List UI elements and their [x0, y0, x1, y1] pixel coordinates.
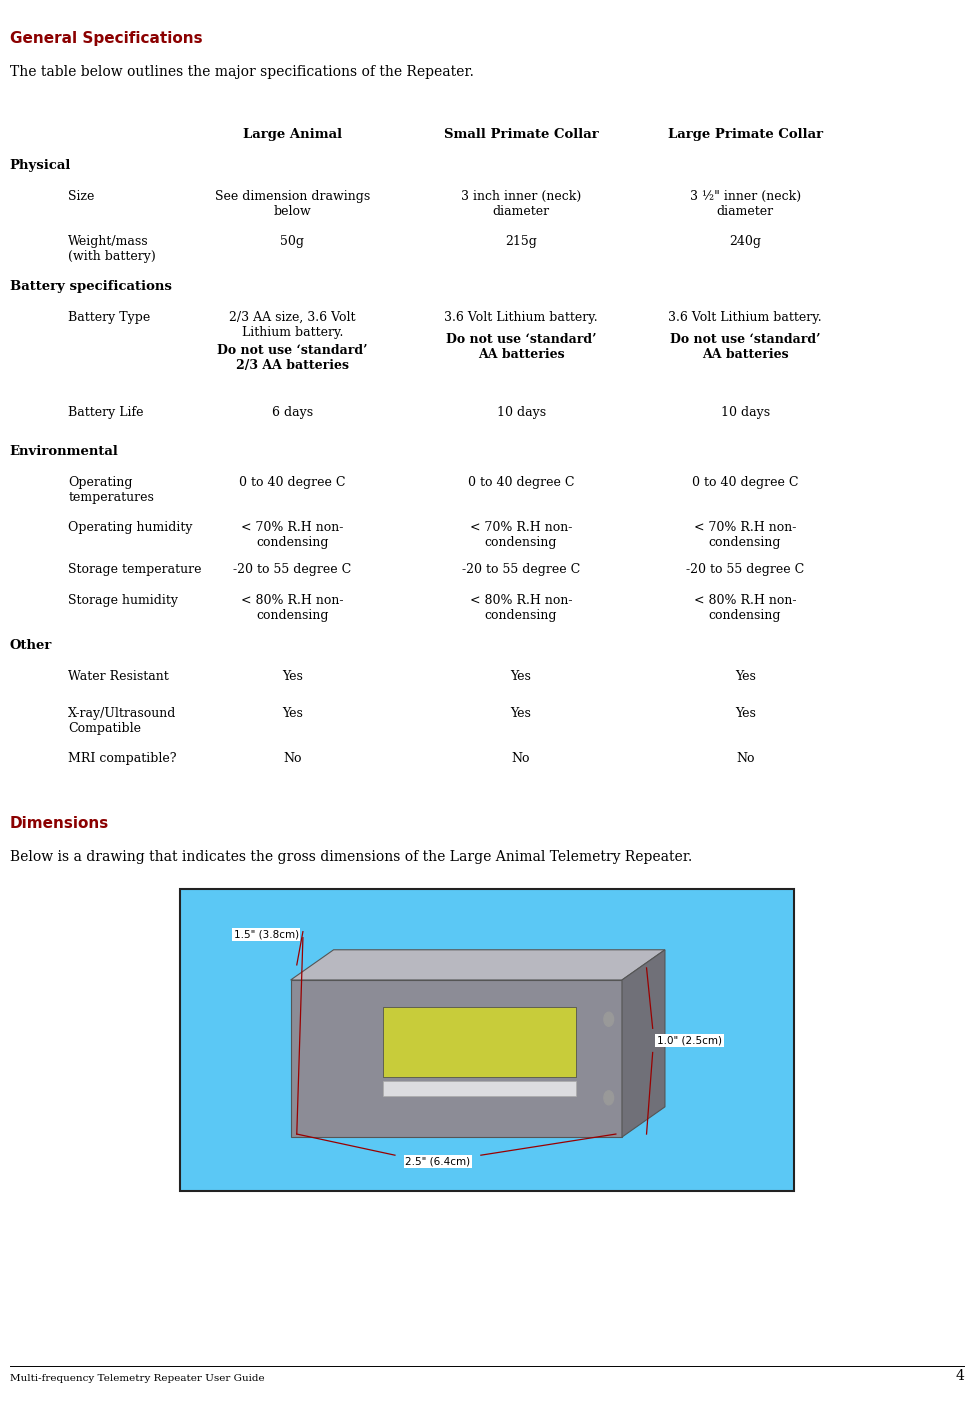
Text: Large Animal: Large Animal	[243, 128, 342, 140]
Text: X-ray/Ultrasound
Compatible: X-ray/Ultrasound Compatible	[68, 707, 176, 735]
Text: Do not use ‘standard’
AA batteries: Do not use ‘standard’ AA batteries	[670, 333, 820, 361]
Text: Large Primate Collar: Large Primate Collar	[667, 128, 823, 140]
Text: 2/3 AA size, 3.6 Volt
Lithium battery.: 2/3 AA size, 3.6 Volt Lithium battery.	[229, 311, 356, 339]
Text: 1.0" (2.5cm): 1.0" (2.5cm)	[657, 1035, 722, 1045]
Text: 1.5" (3.8cm): 1.5" (3.8cm)	[234, 930, 299, 940]
Text: < 80% R.H non-
condensing: < 80% R.H non- condensing	[693, 594, 797, 622]
Text: 3.6 Volt Lithium battery.: 3.6 Volt Lithium battery.	[444, 311, 598, 323]
Text: Below is a drawing that indicates the gross dimensions of the Large Animal Telem: Below is a drawing that indicates the gr…	[10, 850, 692, 864]
Text: Storage temperature: Storage temperature	[68, 563, 202, 576]
Text: Yes: Yes	[734, 707, 756, 719]
Text: < 70% R.H non-
condensing: < 70% R.H non- condensing	[241, 521, 344, 549]
Text: 4: 4	[955, 1368, 964, 1383]
Text: Battery Life: Battery Life	[68, 406, 144, 419]
Text: 6 days: 6 days	[272, 406, 313, 419]
Text: Yes: Yes	[281, 707, 303, 719]
Text: 0 to 40 degree C: 0 to 40 degree C	[239, 476, 346, 489]
Text: Water Resistant: Water Resistant	[68, 670, 169, 683]
Text: Storage humidity: Storage humidity	[68, 594, 178, 607]
Text: Battery specifications: Battery specifications	[10, 280, 171, 292]
Text: 240g: 240g	[730, 235, 761, 247]
Text: Size: Size	[68, 190, 94, 202]
Text: 3 ½" inner (neck)
diameter: 3 ½" inner (neck) diameter	[690, 190, 801, 218]
Text: Yes: Yes	[510, 707, 532, 719]
FancyBboxPatch shape	[180, 889, 794, 1191]
Text: 10 days: 10 days	[497, 406, 545, 419]
Text: < 80% R.H non-
condensing: < 80% R.H non- condensing	[241, 594, 344, 622]
Circle shape	[604, 1090, 614, 1104]
FancyBboxPatch shape	[384, 1007, 576, 1078]
Text: Other: Other	[10, 639, 53, 652]
Polygon shape	[290, 950, 665, 981]
Text: < 80% R.H non-
condensing: < 80% R.H non- condensing	[469, 594, 573, 622]
Text: No: No	[512, 752, 530, 764]
Text: 50g: 50g	[281, 235, 304, 247]
Text: MRI compatible?: MRI compatible?	[68, 752, 176, 764]
Text: Multi-frequency Telemetry Repeater User Guide: Multi-frequency Telemetry Repeater User …	[10, 1374, 264, 1383]
Text: No: No	[736, 752, 754, 764]
Polygon shape	[622, 950, 665, 1137]
Text: The table below outlines the major specifications of the Repeater.: The table below outlines the major speci…	[10, 65, 473, 79]
Text: -20 to 55 degree C: -20 to 55 degree C	[686, 563, 805, 576]
Text: Environmental: Environmental	[10, 445, 119, 458]
Text: Yes: Yes	[734, 670, 756, 683]
Text: -20 to 55 degree C: -20 to 55 degree C	[462, 563, 581, 576]
Text: 0 to 40 degree C: 0 to 40 degree C	[692, 476, 799, 489]
Text: Yes: Yes	[281, 670, 303, 683]
Text: Battery Type: Battery Type	[68, 311, 150, 323]
Text: Small Primate Collar: Small Primate Collar	[444, 128, 598, 140]
Text: 215g: 215g	[506, 235, 537, 247]
Text: 3 inch inner (neck)
diameter: 3 inch inner (neck) diameter	[461, 190, 581, 218]
Text: < 70% R.H non-
condensing: < 70% R.H non- condensing	[693, 521, 797, 549]
Text: Do not use ‘standard’
AA batteries: Do not use ‘standard’ AA batteries	[446, 333, 596, 361]
Text: Operating humidity: Operating humidity	[68, 521, 193, 534]
Text: 10 days: 10 days	[721, 406, 769, 419]
Text: General Specifications: General Specifications	[10, 31, 203, 46]
Text: Dimensions: Dimensions	[10, 816, 109, 832]
Text: 2.5" (6.4cm): 2.5" (6.4cm)	[405, 1156, 470, 1166]
Text: -20 to 55 degree C: -20 to 55 degree C	[233, 563, 352, 576]
Text: Physical: Physical	[10, 159, 71, 171]
Text: Weight/mass
(with battery): Weight/mass (with battery)	[68, 235, 156, 263]
Text: 0 to 40 degree C: 0 to 40 degree C	[468, 476, 575, 489]
Text: See dimension drawings
below: See dimension drawings below	[214, 190, 370, 218]
Text: 3.6 Volt Lithium battery.: 3.6 Volt Lithium battery.	[668, 311, 822, 323]
Polygon shape	[290, 981, 622, 1137]
FancyBboxPatch shape	[384, 1080, 576, 1096]
Text: < 70% R.H non-
condensing: < 70% R.H non- condensing	[469, 521, 573, 549]
Text: Operating
temperatures: Operating temperatures	[68, 476, 154, 504]
Text: Yes: Yes	[510, 670, 532, 683]
Text: Do not use ‘standard’
2/3 AA batteries: Do not use ‘standard’ 2/3 AA batteries	[217, 344, 367, 372]
Circle shape	[604, 1012, 614, 1026]
Text: No: No	[283, 752, 301, 764]
